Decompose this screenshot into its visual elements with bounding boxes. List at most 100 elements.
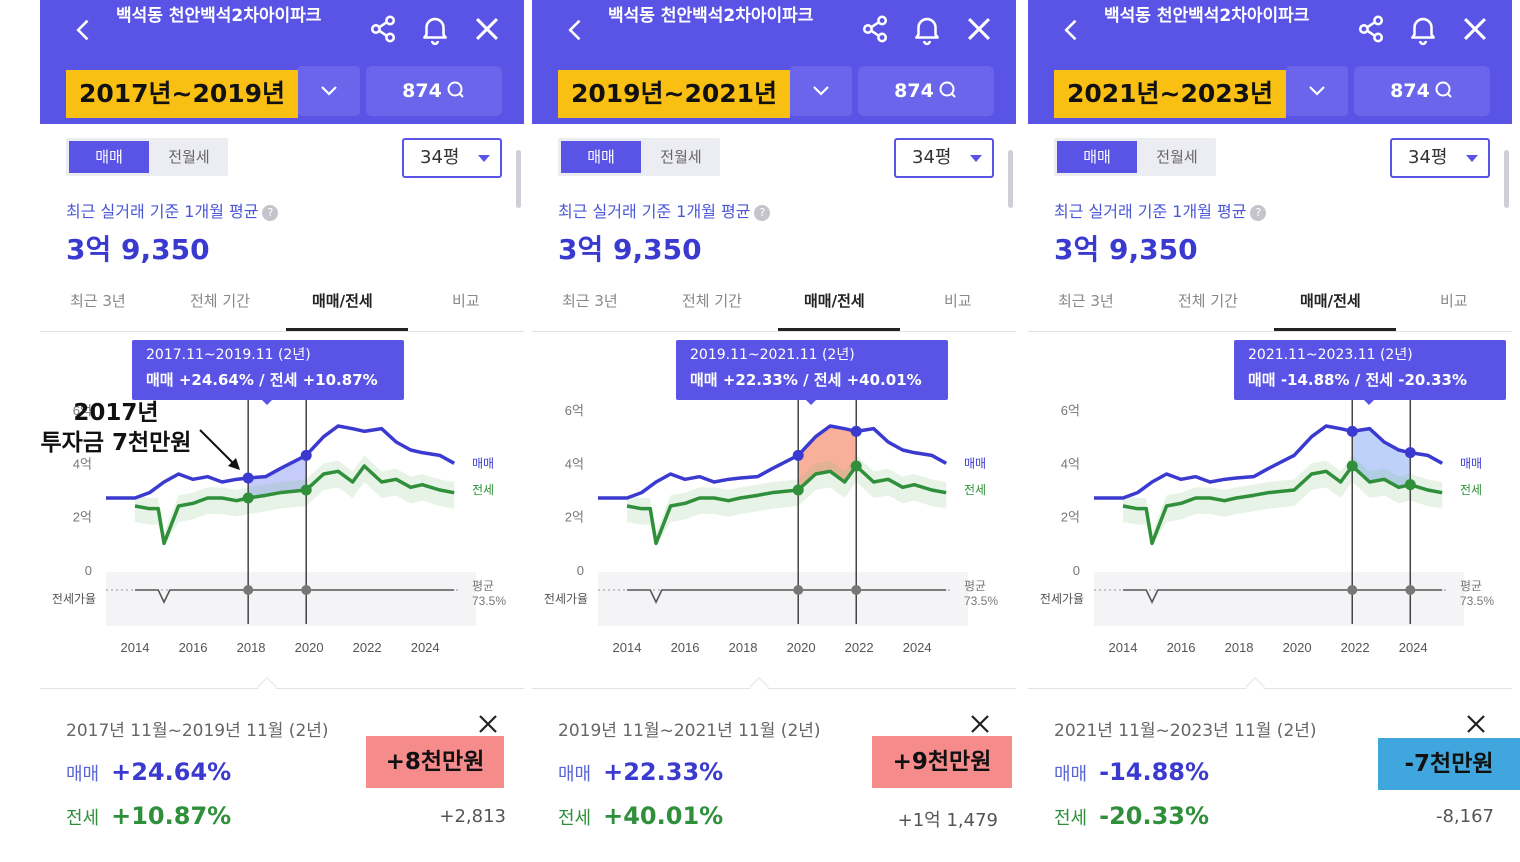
share-icon[interactable]: [366, 12, 400, 46]
tab-4[interactable]: 비교: [944, 292, 972, 310]
period-dropdown[interactable]: [790, 66, 852, 116]
tooltip-arrow: [260, 398, 274, 405]
tab-3[interactable]: 매매/전세: [1300, 292, 1361, 310]
share-icon[interactable]: [1354, 12, 1388, 46]
price-chart[interactable]: 0 2억 4억 6억 2014 2016 2018 2020 2022 2024 전세가율 매매 전세 평…: [532, 334, 1016, 684]
toggle-sale[interactable]: 매매: [1057, 141, 1137, 173]
size-select[interactable]: 34평: [894, 138, 994, 178]
scrollbar-thumb[interactable]: [1504, 150, 1509, 208]
x-tick-label: 2018: [729, 640, 758, 655]
highlight-range: [248, 455, 307, 498]
ratio-axis-label: 전세가율: [1040, 592, 1084, 606]
toggle-rent[interactable]: 전월세: [168, 148, 210, 166]
bell-icon[interactable]: [1406, 12, 1440, 46]
period-tooltip: 2017.11~2019.11 (2년) 매매 +24.64% / 전세 +10.…: [132, 340, 404, 405]
tab-1[interactable]: 최근 3년: [70, 292, 126, 310]
close-icon[interactable]: [962, 12, 996, 46]
tab-4[interactable]: 비교: [1440, 292, 1468, 310]
summary-range: 2021년 11월~2023년 11월 (2년): [1054, 721, 1317, 741]
ratio-point: [851, 585, 862, 595]
tooltip-arrow: [1362, 398, 1376, 405]
tab-2[interactable]: 전체 기간: [682, 292, 742, 310]
help-icon[interactable]: ?: [754, 205, 771, 221]
x-tick-label: 2022: [1341, 640, 1370, 655]
summary-amount: +2,813: [439, 806, 506, 827]
y-tick-label: 0: [577, 563, 584, 578]
x-tick-label: 2016: [1167, 640, 1196, 655]
divider: [532, 688, 1016, 689]
period-badge: 2021년~2023년: [1054, 70, 1286, 118]
help-icon[interactable]: ?: [262, 205, 279, 221]
period-dropdown[interactable]: [1286, 66, 1348, 116]
price-chart[interactable]: 0 2억 4억 6억 2014 2016 2018 2020 2022 2024 전세가율 매매 전세 평…: [40, 334, 524, 684]
rent-point: [300, 484, 312, 496]
toggle-rent[interactable]: 전월세: [1156, 148, 1198, 166]
period-dropdown[interactable]: [298, 66, 360, 116]
household-count-button[interactable]: 874: [1354, 66, 1490, 116]
ratio-point: [1347, 585, 1358, 595]
help-icon[interactable]: ?: [1250, 205, 1267, 221]
complex-title: 백석동 천안백석2차아이파크: [116, 6, 322, 26]
toggle-sale[interactable]: 매매: [69, 141, 149, 173]
y-tick-label: 4억: [73, 456, 92, 471]
back-arrow-icon[interactable]: [1058, 14, 1086, 46]
chart-tabs: 최근 3년 전체 기간 매매/전세 비교: [532, 280, 1016, 332]
summary-close-icon[interactable]: [968, 712, 992, 736]
price-chart-svg: 0 2억 4억 6억 2014 2016 2018 2020 2022 2024 전세가율 매매전세평…: [544, 398, 998, 655]
back-arrow-icon[interactable]: [562, 14, 590, 46]
x-tick-label: 2014: [121, 640, 150, 655]
tab-2[interactable]: 전체 기간: [190, 292, 250, 310]
annotation-line1: 2017년: [73, 400, 159, 426]
toggle-sale[interactable]: 매매: [561, 141, 641, 173]
share-icon[interactable]: [858, 12, 892, 46]
y-tick-label: 0: [1073, 563, 1080, 578]
avg-price-label-text: 최근 실거래 기준 1개월 평균: [1054, 202, 1247, 221]
caret-down-icon: [478, 155, 490, 162]
ratio-point: [243, 585, 254, 595]
size-select[interactable]: 34평: [1390, 138, 1490, 178]
summary-close-icon[interactable]: [476, 712, 500, 736]
avg-price-label: 최근 실거래 기준 1개월 평균?: [558, 198, 771, 222]
back-arrow-icon[interactable]: [70, 14, 98, 46]
toggle-rent[interactable]: 전월세: [660, 148, 702, 166]
summary-close-icon[interactable]: [1464, 712, 1488, 736]
tab-2[interactable]: 전체 기간: [1178, 292, 1238, 310]
bell-icon[interactable]: [910, 12, 944, 46]
tab-4[interactable]: 비교: [452, 292, 480, 310]
x-tick-label: 2024: [1399, 640, 1428, 655]
summary-rent-row: 전세 +10.87%: [66, 802, 231, 830]
household-count-button[interactable]: 874: [366, 66, 502, 116]
price-chart-svg: 0 2억 4억 6억 2014 2016 2018 2020 2022 2024 전세가율 매매전세평…: [52, 398, 506, 655]
divider: [40, 688, 524, 689]
sale-point: [242, 472, 254, 484]
tooltip-values: 매매 +22.33% / 전세 +40.01%: [690, 371, 922, 389]
size-select[interactable]: 34평: [402, 138, 502, 178]
sale-point: [300, 449, 312, 461]
caret-down-icon: [970, 155, 982, 162]
y-tick-label: 6억: [1061, 403, 1080, 418]
rent-legend-label: 전세: [472, 483, 494, 497]
scrollbar-thumb[interactable]: [1008, 150, 1013, 208]
avg-price-label-text: 최근 실거래 기준 1개월 평균: [558, 202, 751, 221]
summary-sale-label: 매매: [66, 764, 100, 785]
tab-1[interactable]: 최근 3년: [1058, 292, 1114, 310]
sale-series-line: [106, 424, 456, 500]
trade-type-toggle: 매매 전월세: [66, 138, 228, 176]
bell-icon[interactable]: [418, 12, 452, 46]
active-tab-underline: [286, 328, 408, 331]
scrollbar-thumb[interactable]: [516, 150, 521, 208]
summary-rent-value: +40.01%: [603, 802, 724, 830]
household-count-button[interactable]: 874: [858, 66, 994, 116]
chart-tabs: 최근 3년 전체 기간 매매/전세 비교: [1028, 280, 1512, 332]
sale-point: [1346, 425, 1358, 437]
tab-3[interactable]: 매매/전세: [312, 292, 373, 310]
y-tick-label: 2억: [1061, 510, 1080, 525]
price-chart[interactable]: 0 2억 4억 6억 2014 2016 2018 2020 2022 2024 전세가율 매매 전세 평…: [1028, 334, 1512, 684]
active-tab-underline: [778, 328, 900, 331]
gain-callout: +8천만원: [366, 736, 504, 788]
close-icon[interactable]: [470, 12, 504, 46]
close-icon[interactable]: [1458, 12, 1492, 46]
summary-rent-label: 전세: [66, 808, 100, 829]
tab-1[interactable]: 최근 3년: [562, 292, 618, 310]
tab-3[interactable]: 매매/전세: [804, 292, 865, 310]
